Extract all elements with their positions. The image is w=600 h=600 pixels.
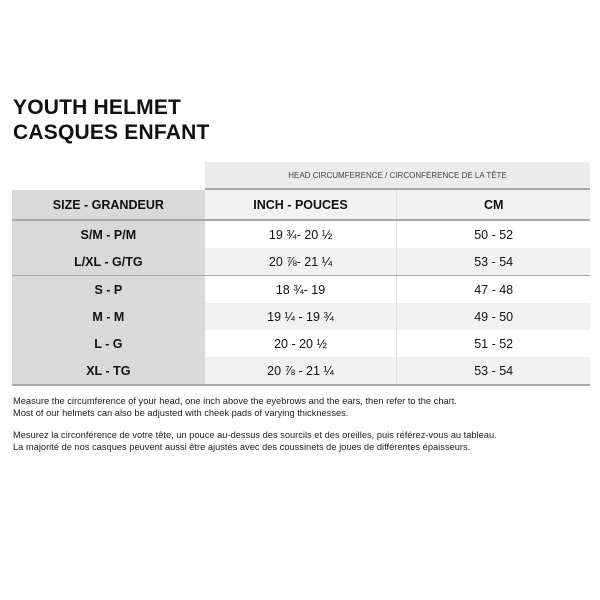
note-french-2: La majorité de nos casques peuvent aussi… xyxy=(13,441,471,452)
table-row: S/M - P/M 19 ¾- 20 ½ 50 - 52 xyxy=(12,221,590,248)
inch-cell: 20 ⅞ - 21 ¼ xyxy=(204,357,398,384)
note-english-2: Most of our helmets can also be adjusted… xyxy=(13,407,349,418)
title-english: YOUTH HELMET xyxy=(13,96,182,119)
cm-cell: 51 - 52 xyxy=(474,336,514,351)
note-english-1: Measure the circumference of your head, … xyxy=(13,396,457,406)
cm-cell: 53 - 54 xyxy=(397,357,591,384)
title-french: CASQUES ENFANT xyxy=(13,121,210,144)
table-row: M - M 19 ¼ - 19 ¾ 49 - 50 xyxy=(12,303,591,330)
column-header-size: SIZE - GRANDEUR xyxy=(12,190,205,219)
size-cell: S/M - P/M xyxy=(12,221,205,248)
size-cell: XL - TG xyxy=(12,357,205,384)
column-header-inch: INCH - POUCES xyxy=(204,190,398,219)
table-row: XL - TG 20 ⅞ - 21 ¼ 53 - 54 xyxy=(12,357,591,386)
group-header: HEAD CIRCUMFERENCE / CIRCONFÉRENCE DE LA… xyxy=(205,162,590,190)
table-row: L/XL - G/TG 20 ⅞- 21 ¼ 53 - 54 xyxy=(12,248,591,276)
cm-cell: 47 - 48 xyxy=(474,282,514,297)
page-title: YOUTH HELMET CASQUES ENFANT xyxy=(13,95,210,145)
inch-cell: 19 ¼ - 19 ¾ xyxy=(204,303,398,330)
size-cell: S - P xyxy=(12,276,205,303)
note-french-1: Mesurez la circonférence de votre tête, … xyxy=(13,430,497,440)
cm-cell: 53 - 54 xyxy=(397,248,591,275)
cm-cell: 49 - 50 xyxy=(397,303,591,330)
cm-cell: 50 - 52 xyxy=(474,227,514,242)
size-cell: L/XL - G/TG xyxy=(12,248,205,275)
inch-cell: 19 ¾- 20 ½ xyxy=(205,221,398,248)
inch-cell: 20 - 20 ½ xyxy=(205,330,398,357)
column-header-cm: CM xyxy=(397,190,591,219)
instructions: Measure the circumference of your head, … xyxy=(13,396,497,464)
inch-cell: 20 ⅞- 21 ¼ xyxy=(204,248,398,275)
table-row: L - G 20 - 20 ½ 51 - 52 xyxy=(12,330,590,357)
table-row: S - P 18 ¾- 19 47 - 48 xyxy=(12,276,590,303)
size-cell: L - G xyxy=(12,330,205,357)
size-chart-table: HEAD CIRCUMFERENCE / CIRCONFÉRENCE DE LA… xyxy=(12,162,591,386)
header-row: SIZE - GRANDEUR INCH - POUCES CM xyxy=(12,190,591,221)
size-cell: M - M xyxy=(12,303,205,330)
inch-cell: 18 ¾- 19 xyxy=(205,276,398,303)
